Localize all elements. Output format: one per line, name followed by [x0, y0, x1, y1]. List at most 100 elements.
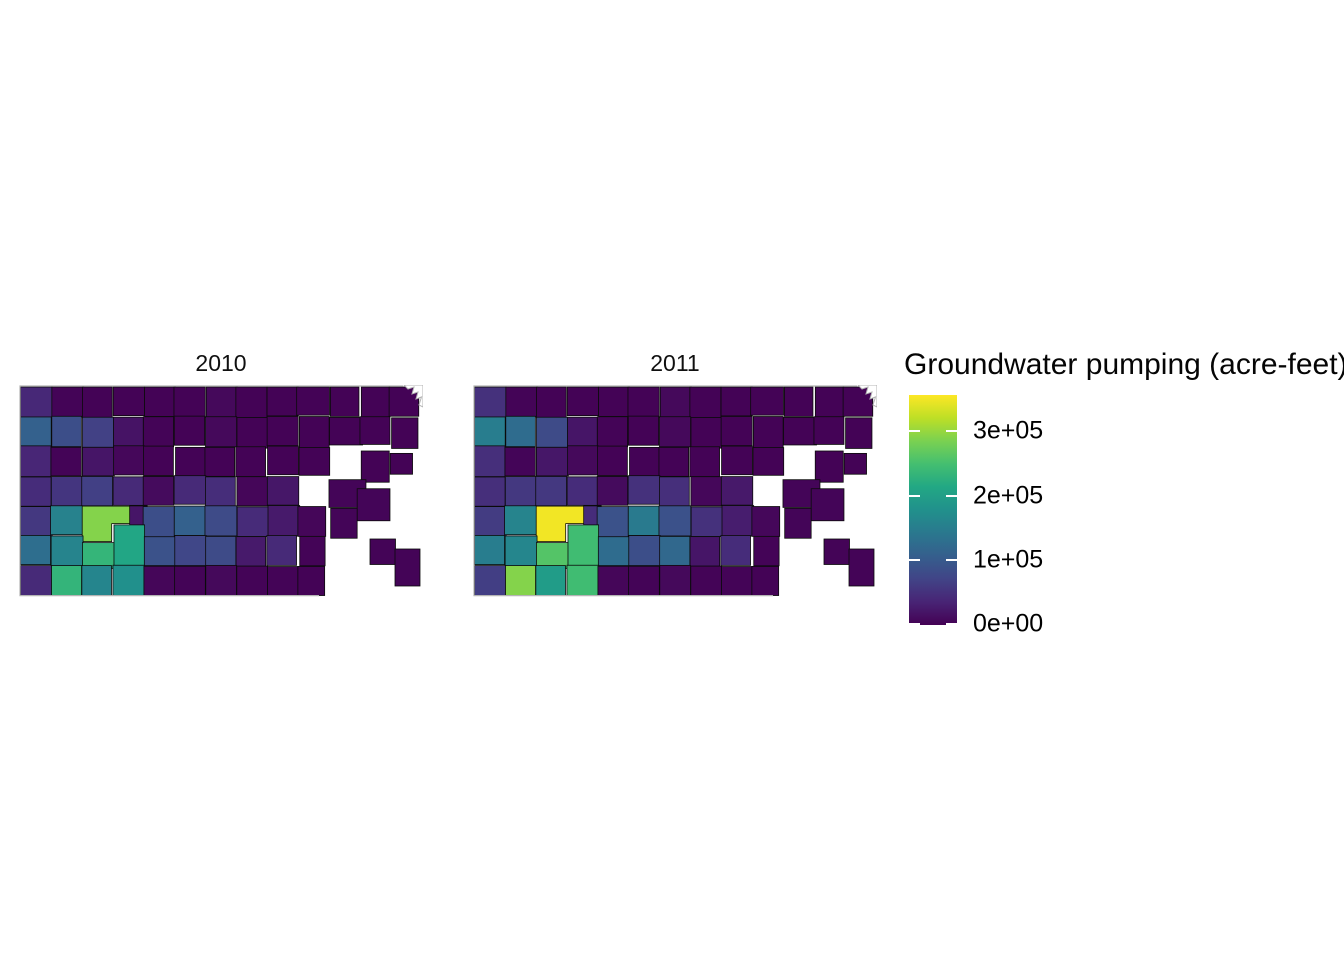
- county-cell: [356, 488, 391, 522]
- county-cell: [236, 506, 270, 537]
- county-cell: [536, 416, 569, 448]
- county-cell: [391, 417, 419, 449]
- county-cell: [783, 386, 814, 417]
- facet-panel-2011: 2011: [473, 350, 877, 600]
- county-cell: [81, 476, 113, 507]
- county-cell: [659, 535, 691, 566]
- county-cell: [143, 565, 176, 596]
- county-cell: [658, 505, 692, 537]
- northeast-river-border: [403, 385, 423, 408]
- county-cell: [205, 476, 236, 508]
- county-cell: [236, 417, 269, 449]
- county-cell: [628, 535, 661, 566]
- county-cell: [20, 535, 51, 566]
- county-cell: [266, 386, 299, 417]
- county-cell: [659, 416, 692, 448]
- county-cell: [596, 416, 629, 448]
- county-cell: [266, 415, 299, 447]
- county-cell: [474, 506, 507, 537]
- county-cell: [142, 475, 175, 506]
- county-cell: [51, 415, 82, 448]
- county-cell: [627, 505, 660, 536]
- county-cell: [823, 538, 850, 565]
- county-cell: [596, 475, 629, 506]
- county-cell: [369, 538, 396, 565]
- county-cell: [567, 416, 598, 448]
- county-cell: [783, 416, 817, 446]
- legend: Groundwater pumping (acre-feet) 3e+05 2e+…: [904, 350, 1344, 660]
- county-cell: [359, 416, 391, 445]
- county-cell: [598, 386, 630, 417]
- county-cell: [20, 445, 52, 478]
- county-cell: [627, 475, 661, 505]
- county-cell: [751, 565, 780, 596]
- county-cell: [173, 386, 206, 418]
- county-cell: [112, 386, 146, 417]
- county-cell: [658, 446, 690, 477]
- legend-title: Groundwater pumping (acre-feet): [904, 348, 1344, 381]
- county-cell: [751, 506, 781, 537]
- county-cell: [659, 386, 692, 418]
- county-cell: [753, 416, 784, 450]
- county-cell: [721, 445, 753, 476]
- county-cell: [205, 386, 238, 418]
- county-cell: [204, 446, 236, 477]
- county-cell: [113, 416, 144, 448]
- county-cell: [360, 386, 391, 419]
- county-cell: [389, 452, 413, 475]
- county-cell: [474, 445, 506, 478]
- county-cell: [330, 507, 358, 539]
- county-cell: [50, 535, 84, 567]
- county-cell: [597, 445, 628, 476]
- county-cell: [689, 446, 720, 478]
- county-cell: [329, 416, 363, 446]
- county-cell: [845, 417, 873, 449]
- county-cell: [297, 565, 326, 596]
- county-cell: [235, 386, 268, 419]
- county-cell: [720, 476, 754, 506]
- county-cell: [329, 386, 360, 417]
- county-cell: [690, 565, 723, 596]
- county-cell: [505, 386, 539, 418]
- county-cell: [813, 416, 845, 445]
- choropleth-map-2011: [473, 385, 877, 597]
- county-cell: [20, 506, 53, 537]
- county-cell: [20, 386, 53, 419]
- county-cell: [142, 416, 175, 448]
- county-cell: [20, 416, 52, 448]
- county-cell: [112, 564, 145, 596]
- choropleth-map-2010: [19, 385, 423, 597]
- county-cell: [629, 446, 661, 478]
- county-cell: [81, 446, 115, 477]
- county-cell: [720, 415, 753, 447]
- county-cell: [597, 536, 631, 567]
- legend-tick-mark: [909, 494, 920, 497]
- county-cell: [567, 524, 600, 566]
- county-cell: [536, 542, 569, 569]
- county-cell: [143, 536, 177, 567]
- county-cell: [784, 507, 812, 539]
- county-cell: [843, 452, 867, 475]
- county-cell: [267, 566, 299, 596]
- county-cell: [567, 445, 599, 476]
- county-cell: [297, 506, 327, 537]
- legend-tick-mark: [946, 429, 957, 433]
- county-cell: [753, 535, 780, 567]
- county-cell: [596, 506, 629, 538]
- legend-tick-mark: [946, 494, 957, 497]
- county-cell: [267, 505, 301, 537]
- legend-tick-label: 3e+05: [973, 416, 1044, 445]
- county-cell: [659, 564, 691, 596]
- county-cell: [566, 386, 600, 417]
- legend-tick-mark: [946, 559, 957, 562]
- county-cell: [394, 548, 421, 587]
- county-cell: [814, 450, 844, 483]
- county-cell: [505, 565, 537, 596]
- county-cell: [51, 565, 83, 596]
- county-cell: [299, 535, 326, 567]
- county-cell: [474, 565, 507, 596]
- county-cell: [474, 416, 506, 448]
- county-cell: [174, 565, 206, 596]
- county-cell: [143, 445, 174, 476]
